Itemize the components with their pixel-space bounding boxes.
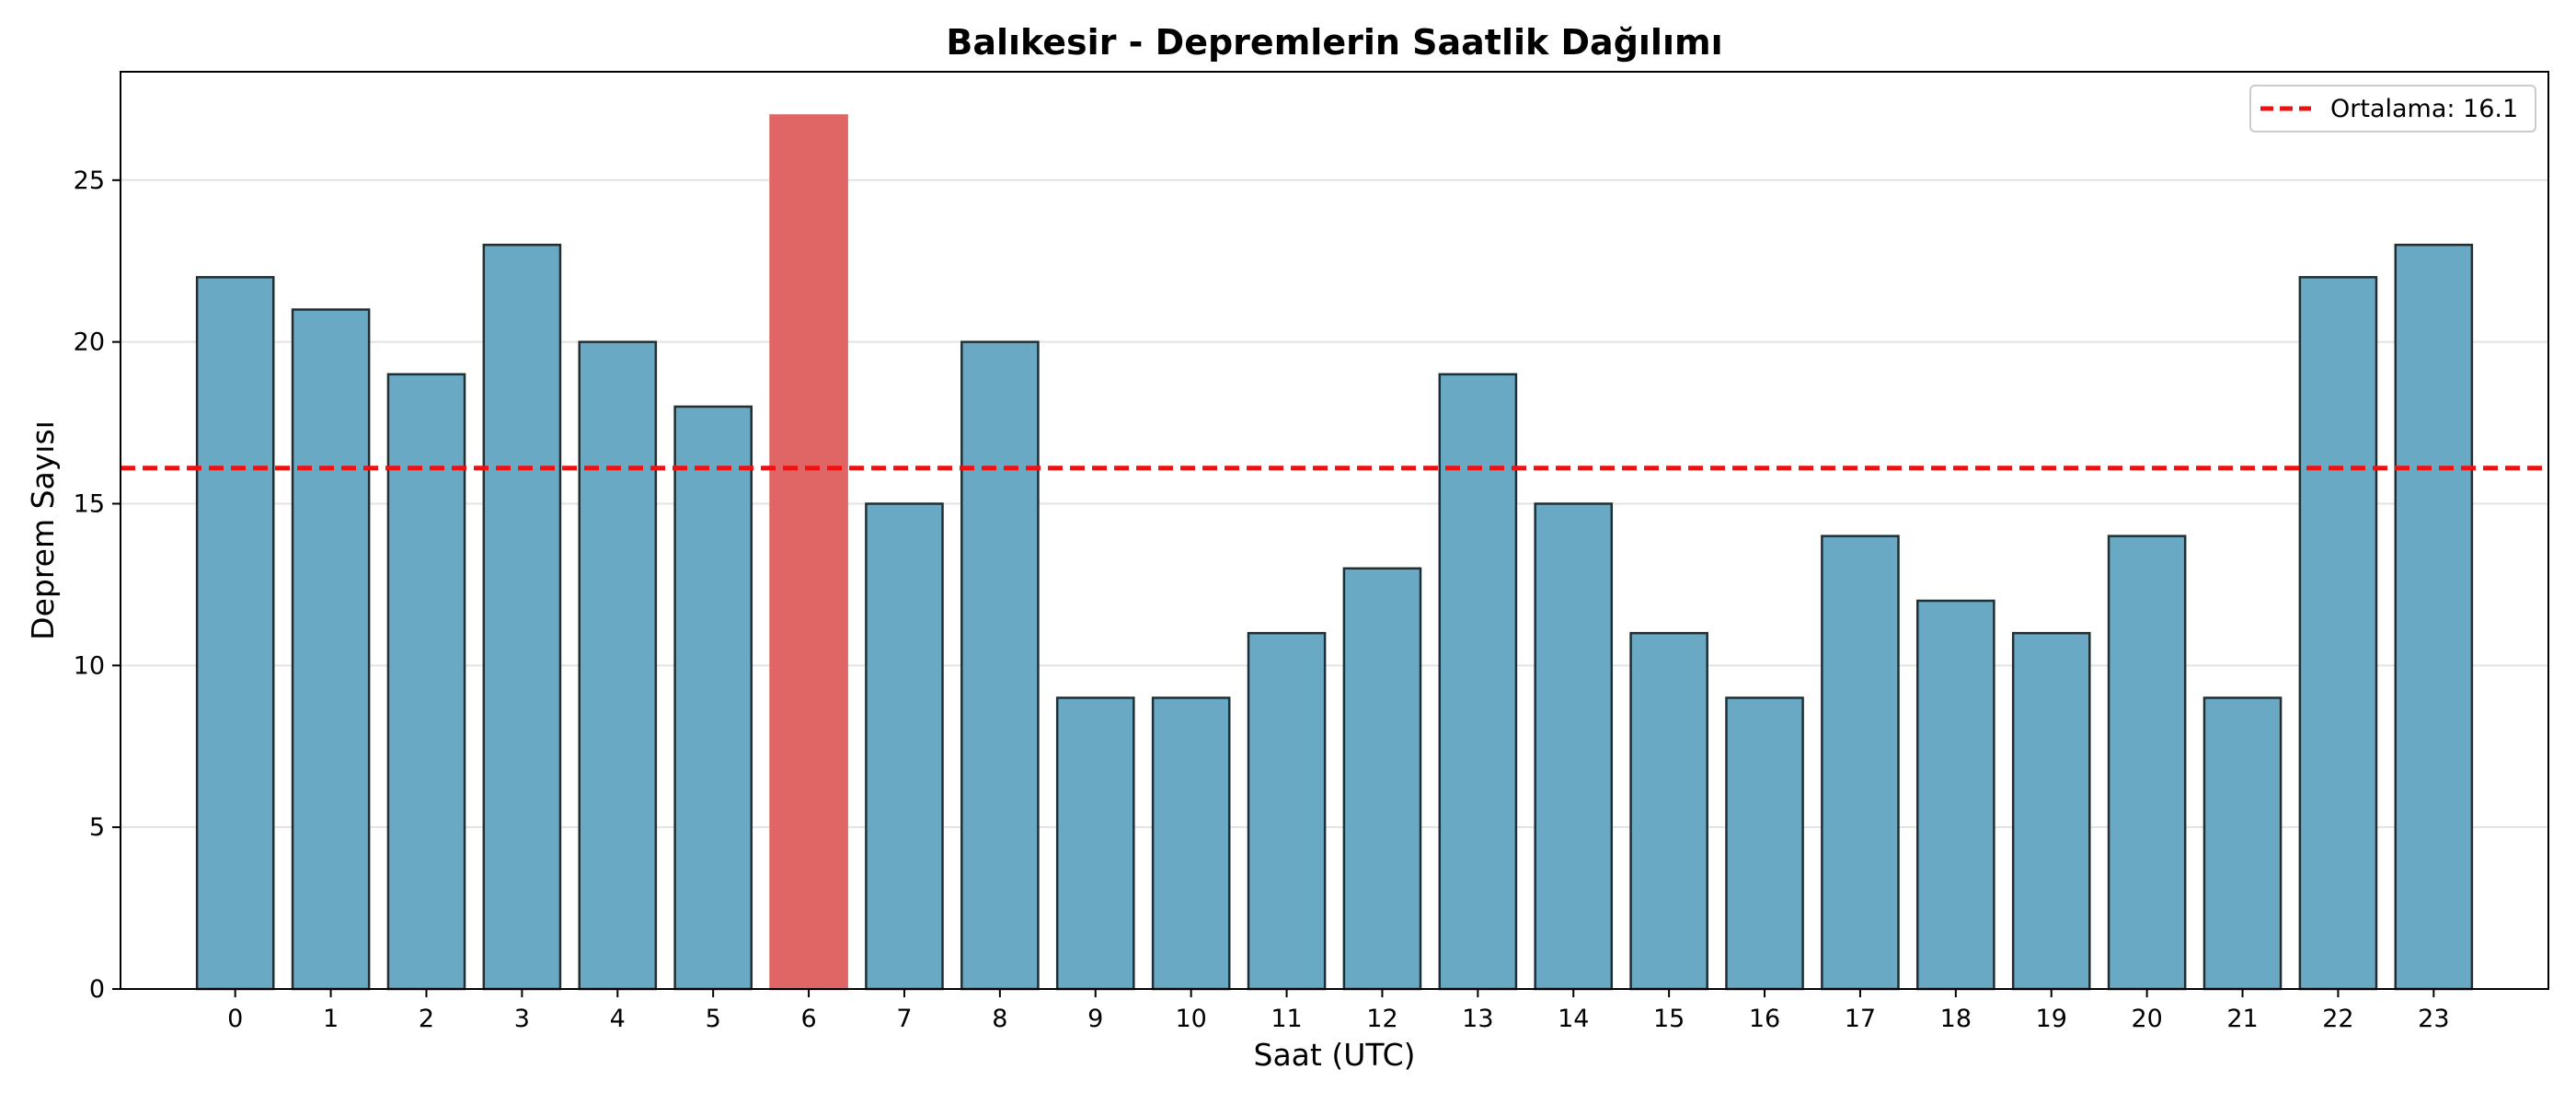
y-tick-label-25: 25 [74,167,105,195]
bar-hour-7 [865,502,944,991]
bar-hour-3 [482,243,562,991]
x-tick-label-12: 12 [1366,1005,1397,1033]
bar-hour-13 [1438,373,1518,991]
x-tick-label-7: 7 [896,1005,912,1033]
x-tick-label-16: 16 [1749,1005,1780,1033]
x-axis: 0 1 2 3 4 5 6 7 8 9 10 11 12 13 14 15 16 17 18 19 20 21 22 23 [227,989,2450,1033]
x-tick-label-6: 6 [800,1005,816,1033]
bar-hour-23 [2394,243,2474,991]
bar-hour-4 [578,340,658,991]
bar-hour-9 [1055,696,1135,991]
x-tick-label-20: 20 [2131,1005,2162,1033]
bar-hour-18 [1916,599,1995,991]
bar-hour-17 [1821,535,1900,991]
x-tick-label-23: 23 [2418,1005,2449,1033]
chart-title: Balıkesir - Depremlerin Saatlik Dağılımı [946,22,1722,63]
bar-hour-20 [2107,535,2187,991]
bar-hour-6 [769,114,848,991]
plot-frame [120,71,2549,990]
legend-box [2249,85,2536,132]
y-tick-label-5: 5 [89,813,105,842]
x-tick-label-19: 19 [2036,1005,2067,1033]
x-tick-label-11: 11 [1271,1005,1302,1033]
x-tick-label-14: 14 [1558,1005,1589,1033]
bar-hour-5 [673,405,753,991]
x-tick-label-17: 17 [1845,1005,1876,1033]
bar-hour-0 [195,276,275,991]
bar-hour-21 [2202,696,2283,991]
bar-hour-12 [1342,567,1422,991]
y-tick-label-10: 10 [74,651,105,680]
x-tick-label-4: 4 [610,1005,626,1033]
bar-hour-10 [1151,696,1231,991]
x-tick-label-2: 2 [419,1005,434,1033]
x-tick-label-5: 5 [706,1005,721,1033]
bar-hour-14 [1534,502,1614,991]
x-tick-label-1: 1 [323,1005,339,1033]
y-axis: 0 5 10 15 20 25 [74,167,121,1004]
x-tick-label-18: 18 [1940,1005,1972,1033]
bar-hour-8 [960,340,1040,991]
bar-hour-19 [2011,631,2091,991]
x-tick-label-10: 10 [1175,1005,1206,1033]
y-tick-label-0: 0 [89,975,105,1004]
x-axis-title: Saat (UTC) [1254,1037,1416,1073]
x-tick-label-21: 21 [2226,1005,2258,1033]
y-tick-label-20: 20 [74,328,105,357]
bars [195,114,2474,991]
x-tick-label-3: 3 [514,1005,530,1033]
legend: Ortalama: 16.1 [2249,85,2536,132]
legend-label-mean: Ortalama: 16.1 [2330,95,2518,123]
bar-hour-15 [1629,631,1708,991]
y-axis-title: Deprem Sayısı [25,420,61,640]
x-tick-label-9: 9 [1087,1005,1103,1033]
y-tick-label-15: 15 [74,489,105,518]
x-tick-label-8: 8 [992,1005,1007,1033]
bar-hour-16 [1725,696,1804,991]
x-tick-label-0: 0 [227,1005,243,1033]
bar-hour-1 [291,308,371,991]
bar-hour-11 [1247,631,1327,991]
x-tick-label-22: 22 [2322,1005,2353,1033]
x-tick-label-13: 13 [1462,1005,1493,1033]
bar-hour-22 [2298,276,2378,991]
x-tick-label-15: 15 [1653,1005,1685,1033]
